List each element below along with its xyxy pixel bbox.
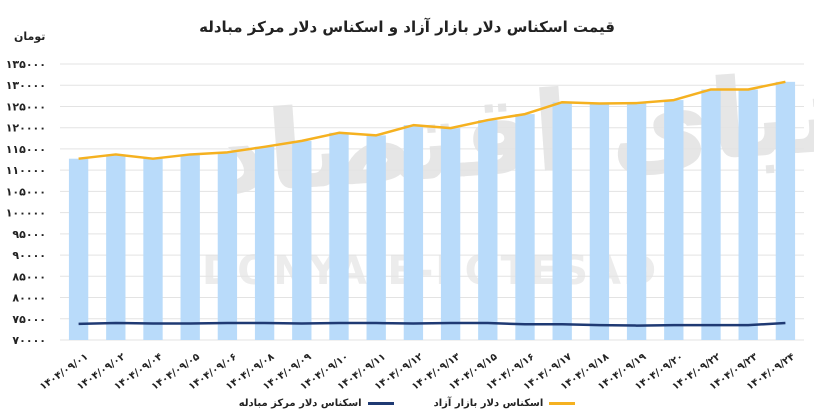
bar	[366, 135, 386, 340]
bar	[254, 146, 275, 340]
y-tick-label: ۱۰۵۰۰۰	[6, 185, 46, 198]
bar	[403, 125, 424, 340]
bar	[775, 81, 796, 340]
y-tick-label: ۱۲۵۰۰۰	[6, 100, 46, 113]
legend-item-free-market: اسکناس دلار بازار آزاد	[434, 398, 576, 409]
legend: اسکناس دلار مرکز مبادله اسکناس دلار بازا…	[0, 398, 814, 409]
line-official-exchange	[78, 321, 786, 327]
bar	[589, 103, 610, 340]
bar	[440, 128, 461, 340]
y-tick-label: ۷۵۰۰۰	[12, 313, 46, 326]
bar	[701, 89, 721, 340]
y-tick-label: ۱۳۵۰۰۰	[6, 58, 46, 71]
chart-title: قیمت اسکناس دلار بازار آزاد و اسکناس دلا…	[199, 18, 615, 36]
bar	[217, 152, 238, 340]
legend-swatch-free-market	[549, 402, 576, 405]
y-tick-label: ۹۵۰۰۰	[12, 228, 46, 241]
y-tick-label: ۹۰۰۰۰	[12, 249, 46, 262]
x-axis-ticks: ۱۴۰۴/۰۹/۰۱۱۴۰۴/۰۹/۰۲۱۴۰۴/۰۹/۰۴۱۴۰۴/۰۹/۰۵…	[38, 351, 797, 392]
y-tick-label: ۱۲۰۰۰۰	[6, 122, 46, 135]
y-tick-label: ۸۵۰۰۰	[12, 270, 46, 283]
y-tick-label: ۱۱۵۰۰۰	[6, 143, 46, 156]
bar	[738, 89, 758, 340]
line-free-market	[78, 80, 786, 160]
bar	[68, 158, 89, 340]
line-series	[78, 80, 786, 327]
bar	[478, 120, 498, 341]
bar-series	[68, 81, 796, 341]
bar	[292, 140, 312, 340]
y-axis-unit-label: تومان	[14, 30, 46, 43]
bar	[329, 132, 349, 340]
bar	[106, 154, 126, 340]
y-tick-label: ۸۰۰۰۰	[12, 292, 46, 305]
legend-label-official: اسکناس دلار مرکز مبادله	[238, 398, 362, 409]
bar	[664, 100, 684, 340]
bar	[515, 114, 535, 340]
legend-swatch-official	[367, 402, 394, 405]
y-tick-label: ۷۰۰۰۰	[12, 334, 46, 347]
gridlines	[60, 63, 804, 341]
bar	[180, 154, 200, 340]
y-tick-label: ۱۰۰۰۰۰	[6, 207, 46, 220]
watermark-latin: DONYA-E-EQTESAD	[202, 248, 659, 294]
y-tick-label: ۱۳۰۰۰۰	[6, 79, 46, 92]
bar	[143, 158, 163, 340]
bar	[626, 103, 647, 341]
legend-label-free-market: اسکناس دلار بازار آزاد	[433, 398, 544, 409]
y-axis-ticks: ۷۰۰۰۰ ۷۵۰۰۰ ۸۰۰۰۰ ۸۵۰۰۰ ۹۰۰۰۰ ۹۵۰۰۰ ۱۰۰۰۰۰ ۱۰۵۰…	[6, 58, 46, 347]
y-tick-label: ۱۱۰۰۰۰	[6, 164, 46, 177]
legend-item-official: اسکناس دلار مرکز مبادله	[239, 398, 394, 409]
bar	[552, 102, 572, 340]
